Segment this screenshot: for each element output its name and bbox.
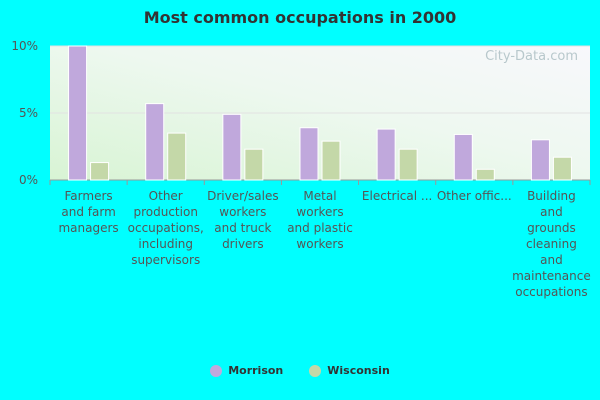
x-tick-label: and <box>540 253 563 267</box>
chart-title: Most common occupations in 2000 <box>143 8 457 27</box>
x-tick-label: and <box>540 205 563 219</box>
legend-item-morrison: Morrison <box>210 364 283 377</box>
x-tick-label: Other <box>149 189 183 203</box>
bar-morrison <box>376 128 396 181</box>
x-tick-label: and plastic <box>287 221 353 235</box>
x-tick-label: grounds <box>527 221 576 235</box>
y-tick-label: 5% <box>19 106 38 120</box>
x-tick-label: Farmers <box>65 189 113 203</box>
bar-wisconsin <box>167 132 187 181</box>
x-tick-label: workers <box>296 205 343 219</box>
legend-swatch-wisconsin <box>309 364 322 377</box>
bar-wisconsin <box>90 162 110 181</box>
bar-morrison <box>299 127 319 181</box>
watermark-text: City-Data.com <box>485 49 578 64</box>
bar-wisconsin <box>244 148 264 181</box>
bar-morrison <box>68 45 88 181</box>
chart-legend: Morrison Wisconsin <box>0 364 600 377</box>
x-tick-label: workers <box>296 237 343 251</box>
legend-swatch-morrison <box>210 364 223 377</box>
bar-wisconsin <box>321 140 341 181</box>
x-tick-label: Other offic... <box>437 189 512 203</box>
x-tick-label: occupations, <box>128 221 204 235</box>
x-tick-label: Driver/sales <box>207 189 279 203</box>
x-tick-label: occupations <box>515 285 587 299</box>
x-tick-label: and farm <box>61 205 115 219</box>
x-tick-label: workers <box>219 205 266 219</box>
x-tick-label: managers <box>58 221 118 235</box>
x-tick-label: supervisors <box>131 253 200 267</box>
bar-wisconsin <box>475 168 495 181</box>
x-tick-label: production <box>133 205 197 219</box>
x-tick-label: and truck <box>214 221 271 235</box>
bar-wisconsin <box>398 148 418 181</box>
x-tick-label: maintenance <box>512 269 591 283</box>
bar-morrison <box>453 133 473 181</box>
bar-wisconsin <box>552 156 572 181</box>
y-tick-label: 10% <box>11 39 38 53</box>
x-tick-label: cleaning <box>526 237 577 251</box>
bar-morrison <box>530 139 550 181</box>
legend-label-wisconsin: Wisconsin <box>327 364 390 377</box>
legend-label-morrison: Morrison <box>228 364 284 377</box>
bar-morrison <box>145 103 165 181</box>
x-tick-label: Building <box>527 189 576 203</box>
bar-morrison <box>222 113 242 181</box>
y-tick-label: 0% <box>19 173 38 187</box>
x-tick-label: drivers <box>222 237 264 251</box>
legend-item-wisconsin: Wisconsin <box>309 364 390 377</box>
x-tick-label: including <box>138 237 193 251</box>
x-tick-label: Metal <box>303 189 336 203</box>
x-tick-label: Electrical ... <box>362 189 432 203</box>
